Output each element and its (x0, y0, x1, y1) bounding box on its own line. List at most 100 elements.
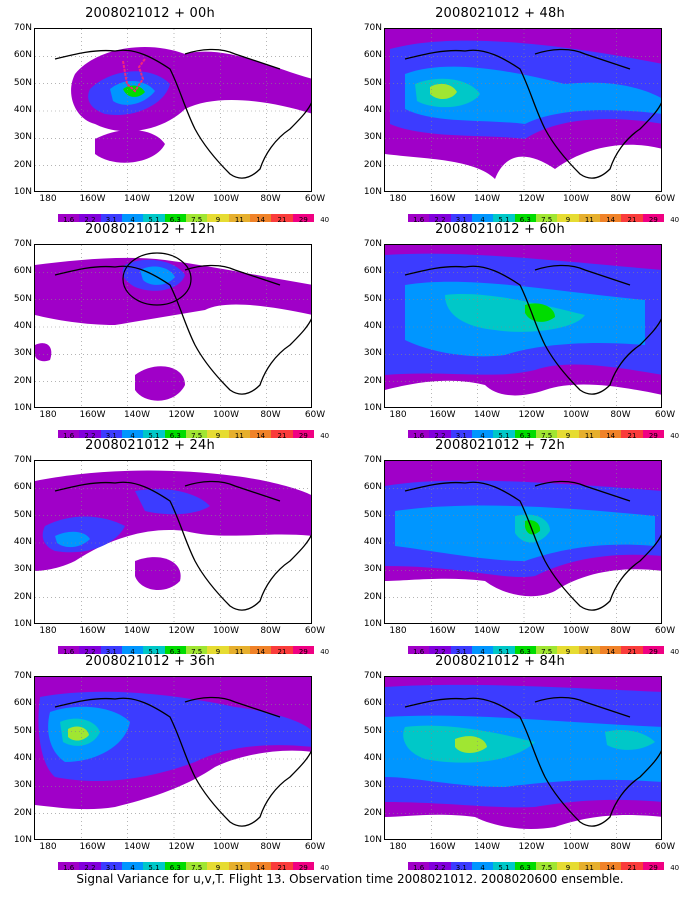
colorbar-swatch (143, 646, 165, 654)
variance-contour (430, 83, 457, 100)
longitude-label: 160W (79, 842, 106, 852)
latitude-label: 20N (13, 591, 32, 602)
latitude-label: 10N (363, 835, 382, 845)
colorbar-swatch (642, 646, 664, 654)
latitude-label: 30N (13, 564, 32, 575)
longitude-label: 160W (429, 842, 456, 852)
colorbar-swatch (58, 214, 80, 222)
colorbar-swatch (642, 862, 664, 870)
longitude-label: 80W (260, 194, 281, 204)
forecast-panel: 2008021012 + 36h 70N 60N 50N 40N 30N 20N 10N 180… (0, 654, 329, 872)
colorbar-label: 3.1 (105, 864, 117, 872)
latitude-label: 20N (363, 375, 382, 386)
colorbar-swatch (58, 862, 80, 870)
coastline (54, 264, 311, 395)
colorbar-label: 9 (565, 216, 571, 224)
latitude-label: 60N (13, 698, 32, 709)
latitude-label: 40N (13, 105, 32, 115)
colorbar-label: 14 (606, 648, 616, 656)
latitude-label: 60N (363, 482, 382, 493)
colorbar-label: 9 (565, 432, 571, 440)
colorbar-swatch (228, 646, 250, 654)
longitude-label: 140W (123, 194, 151, 204)
colorbar-swatch (599, 430, 622, 438)
map-canvas (35, 29, 311, 191)
longitude-label: 180 (39, 842, 57, 852)
variance-contour (140, 266, 175, 285)
latitude-label: 10N (13, 187, 32, 197)
map-canvas (385, 461, 661, 623)
latitude-label: 70N (363, 23, 382, 33)
latitude-label: 50N (363, 77, 382, 88)
colorbar-label: 29 (648, 216, 658, 224)
longitude-label: 140W (473, 410, 501, 420)
colorbar-swatch (100, 862, 122, 870)
colorbar-swatch (408, 646, 430, 654)
colorbar-label: 1.6 (413, 864, 425, 872)
flight-track (122, 58, 146, 93)
longitude-label: 80W (610, 410, 631, 420)
colorbar (408, 423, 664, 438)
colorbar-label: 2.2 (84, 648, 96, 656)
colorbar-swatch (578, 214, 600, 222)
colorbar-label: 4 (130, 864, 135, 872)
colorbar-label: 7.5 (191, 432, 203, 440)
latitude-label: 70N (363, 455, 382, 465)
colorbar-swatch (471, 214, 494, 222)
colorbar-label: 4 (480, 432, 485, 440)
longitude-label: 100W (562, 626, 590, 636)
colorbar-label: 1.6 (413, 432, 425, 440)
colorbar-swatch (621, 646, 643, 654)
colorbar-swatch (79, 646, 101, 654)
colorbar-swatch (450, 862, 472, 870)
colorbar-swatch (143, 430, 165, 438)
latitude-label: 40N (363, 753, 382, 763)
latitude-label: 50N (363, 293, 382, 304)
colorbar-label: 6.3 (169, 432, 181, 440)
colorbar-label: 6.3 (519, 432, 531, 440)
longitude-label: 100W (212, 842, 240, 852)
colorbar-label: 2.2 (434, 648, 446, 656)
latitude-label: 10N (363, 619, 382, 629)
colorbar-label: 9 (215, 216, 221, 224)
colorbar-label: 5.1 (498, 216, 510, 224)
colorbar-swatch (79, 862, 101, 870)
variance-map (384, 676, 662, 840)
panel-title: 2008021012 + 24h (85, 438, 215, 453)
colorbar-swatch (228, 862, 250, 870)
colorbar-swatch (249, 862, 272, 870)
colorbar-label: 6.3 (519, 648, 531, 656)
colorbar-label: 40 (320, 648, 330, 656)
longitude-label: 140W (123, 842, 151, 852)
colorbar-label: 6.3 (519, 864, 531, 872)
colorbar-label: 21 (627, 648, 637, 656)
colorbar-swatch (514, 862, 536, 870)
colorbar-swatch (599, 646, 622, 654)
latitude-label: 20N (13, 807, 32, 818)
longitude-label: 60W (654, 626, 676, 636)
colorbar-label: 3.1 (105, 432, 117, 440)
map-canvas (35, 245, 311, 407)
colorbar-label: 2.2 (84, 432, 96, 440)
colorbar-label: 40 (670, 432, 680, 440)
colorbar-swatch (185, 646, 208, 654)
longitude-label: 160W (79, 410, 106, 420)
colorbar-label: 4 (130, 216, 135, 224)
colorbar-label: 11 (234, 432, 244, 440)
colorbar-swatch (493, 214, 515, 222)
longitude-label: 100W (562, 194, 590, 204)
latitude-label: 70N (363, 671, 382, 681)
colorbar-label: 14 (256, 648, 266, 656)
latitude-label: 30N (13, 780, 32, 791)
colorbar-label: 9 (215, 648, 221, 656)
coastline (54, 480, 311, 611)
colorbar-label: 11 (584, 648, 594, 656)
colorbar-label: 7.5 (541, 432, 553, 440)
variance-contour (35, 470, 311, 571)
colorbar-label: 2.2 (84, 216, 96, 224)
colorbar-label: 11 (584, 432, 594, 440)
colorbar-swatch (207, 646, 229, 654)
colorbar-swatch (100, 214, 122, 222)
colorbar-swatch (493, 862, 515, 870)
colorbar-swatch (450, 214, 472, 222)
